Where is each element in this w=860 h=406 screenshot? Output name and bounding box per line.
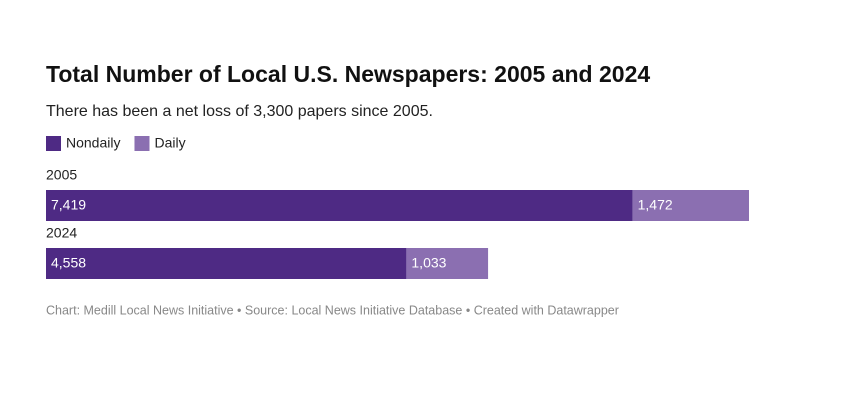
bar-segment	[46, 190, 633, 221]
value-label: 1,033	[411, 255, 446, 271]
category-label: 2024	[46, 225, 77, 241]
value-label: 7,419	[51, 197, 86, 213]
value-label: 1,472	[638, 197, 673, 213]
chart-subtitle: There has been a net loss of 3,300 paper…	[46, 103, 433, 120]
value-label: 4,558	[51, 255, 86, 271]
legend-swatch	[46, 136, 61, 151]
bar-segment	[46, 248, 407, 279]
chart-title: Total Number of Local U.S. Newspapers: 2…	[46, 61, 650, 87]
legend-label: Nondaily	[66, 135, 120, 151]
bar-segment	[632, 190, 749, 221]
legend-label: Daily	[154, 135, 185, 151]
legend-swatch	[134, 136, 150, 151]
category-label: 2005	[46, 167, 77, 183]
bar-segment	[406, 248, 489, 279]
chart-source: Chart: Medill Local News Initiative • So…	[46, 303, 619, 317]
